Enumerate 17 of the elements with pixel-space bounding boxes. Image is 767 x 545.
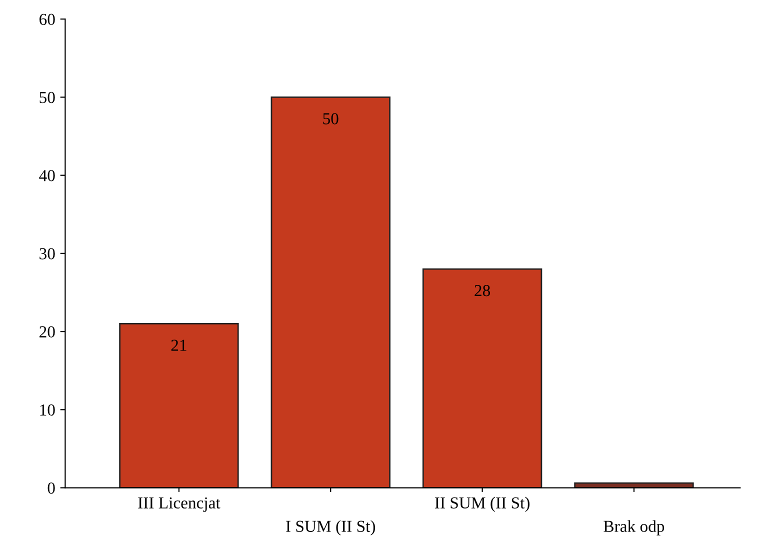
data-label: 50 — [323, 113, 338, 124]
bar — [270, 96, 390, 488]
x-tick-label: III Licencjat — [138, 497, 220, 512]
x-tick-label: II SUM (II St) — [434, 496, 530, 512]
y-tick-label: 50 — [40, 92, 55, 104]
y-tick-label: 60 — [40, 14, 55, 26]
y-tick-label: 30 — [40, 248, 55, 260]
data-label: 21 — [171, 340, 186, 351]
bar — [422, 268, 542, 488]
y-tick-label: 0 — [48, 482, 55, 494]
y-tick-label: 10 — [40, 404, 55, 416]
x-tick-label: Brak odp — [604, 520, 664, 536]
y-tick-label: 20 — [40, 326, 55, 338]
bar — [119, 323, 239, 488]
y-tick-label: 40 — [39, 170, 55, 182]
x-tick-label: I SUM (II St) — [286, 520, 376, 536]
data-label: 28 — [474, 284, 490, 296]
